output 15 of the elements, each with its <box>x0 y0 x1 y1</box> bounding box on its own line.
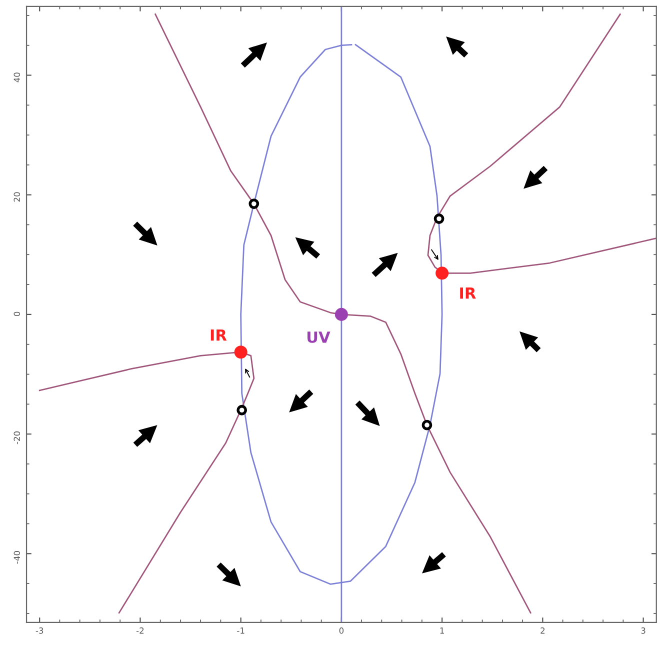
x-tick-label: 1 <box>440 628 444 634</box>
series-label: IR <box>210 329 227 341</box>
x-tick-label: 0 <box>339 627 344 634</box>
series-label: UV <box>308 332 330 343</box>
y-tick-label: 40 <box>14 72 20 82</box>
y-tick-label: 20 <box>14 192 20 202</box>
x-tick-label: -3 <box>36 627 44 634</box>
y-tick-label: 0 <box>14 312 20 316</box>
x-tick-label: -1 <box>237 628 244 634</box>
x-tick-label: 2 <box>540 627 544 634</box>
y-tick-label: -20 <box>14 431 20 444</box>
text: IR <box>460 288 476 299</box>
x-tick-label: 3 <box>641 627 646 634</box>
y-tick-label: -40 <box>14 551 20 564</box>
x-tick-label: -2 <box>136 627 144 634</box>
